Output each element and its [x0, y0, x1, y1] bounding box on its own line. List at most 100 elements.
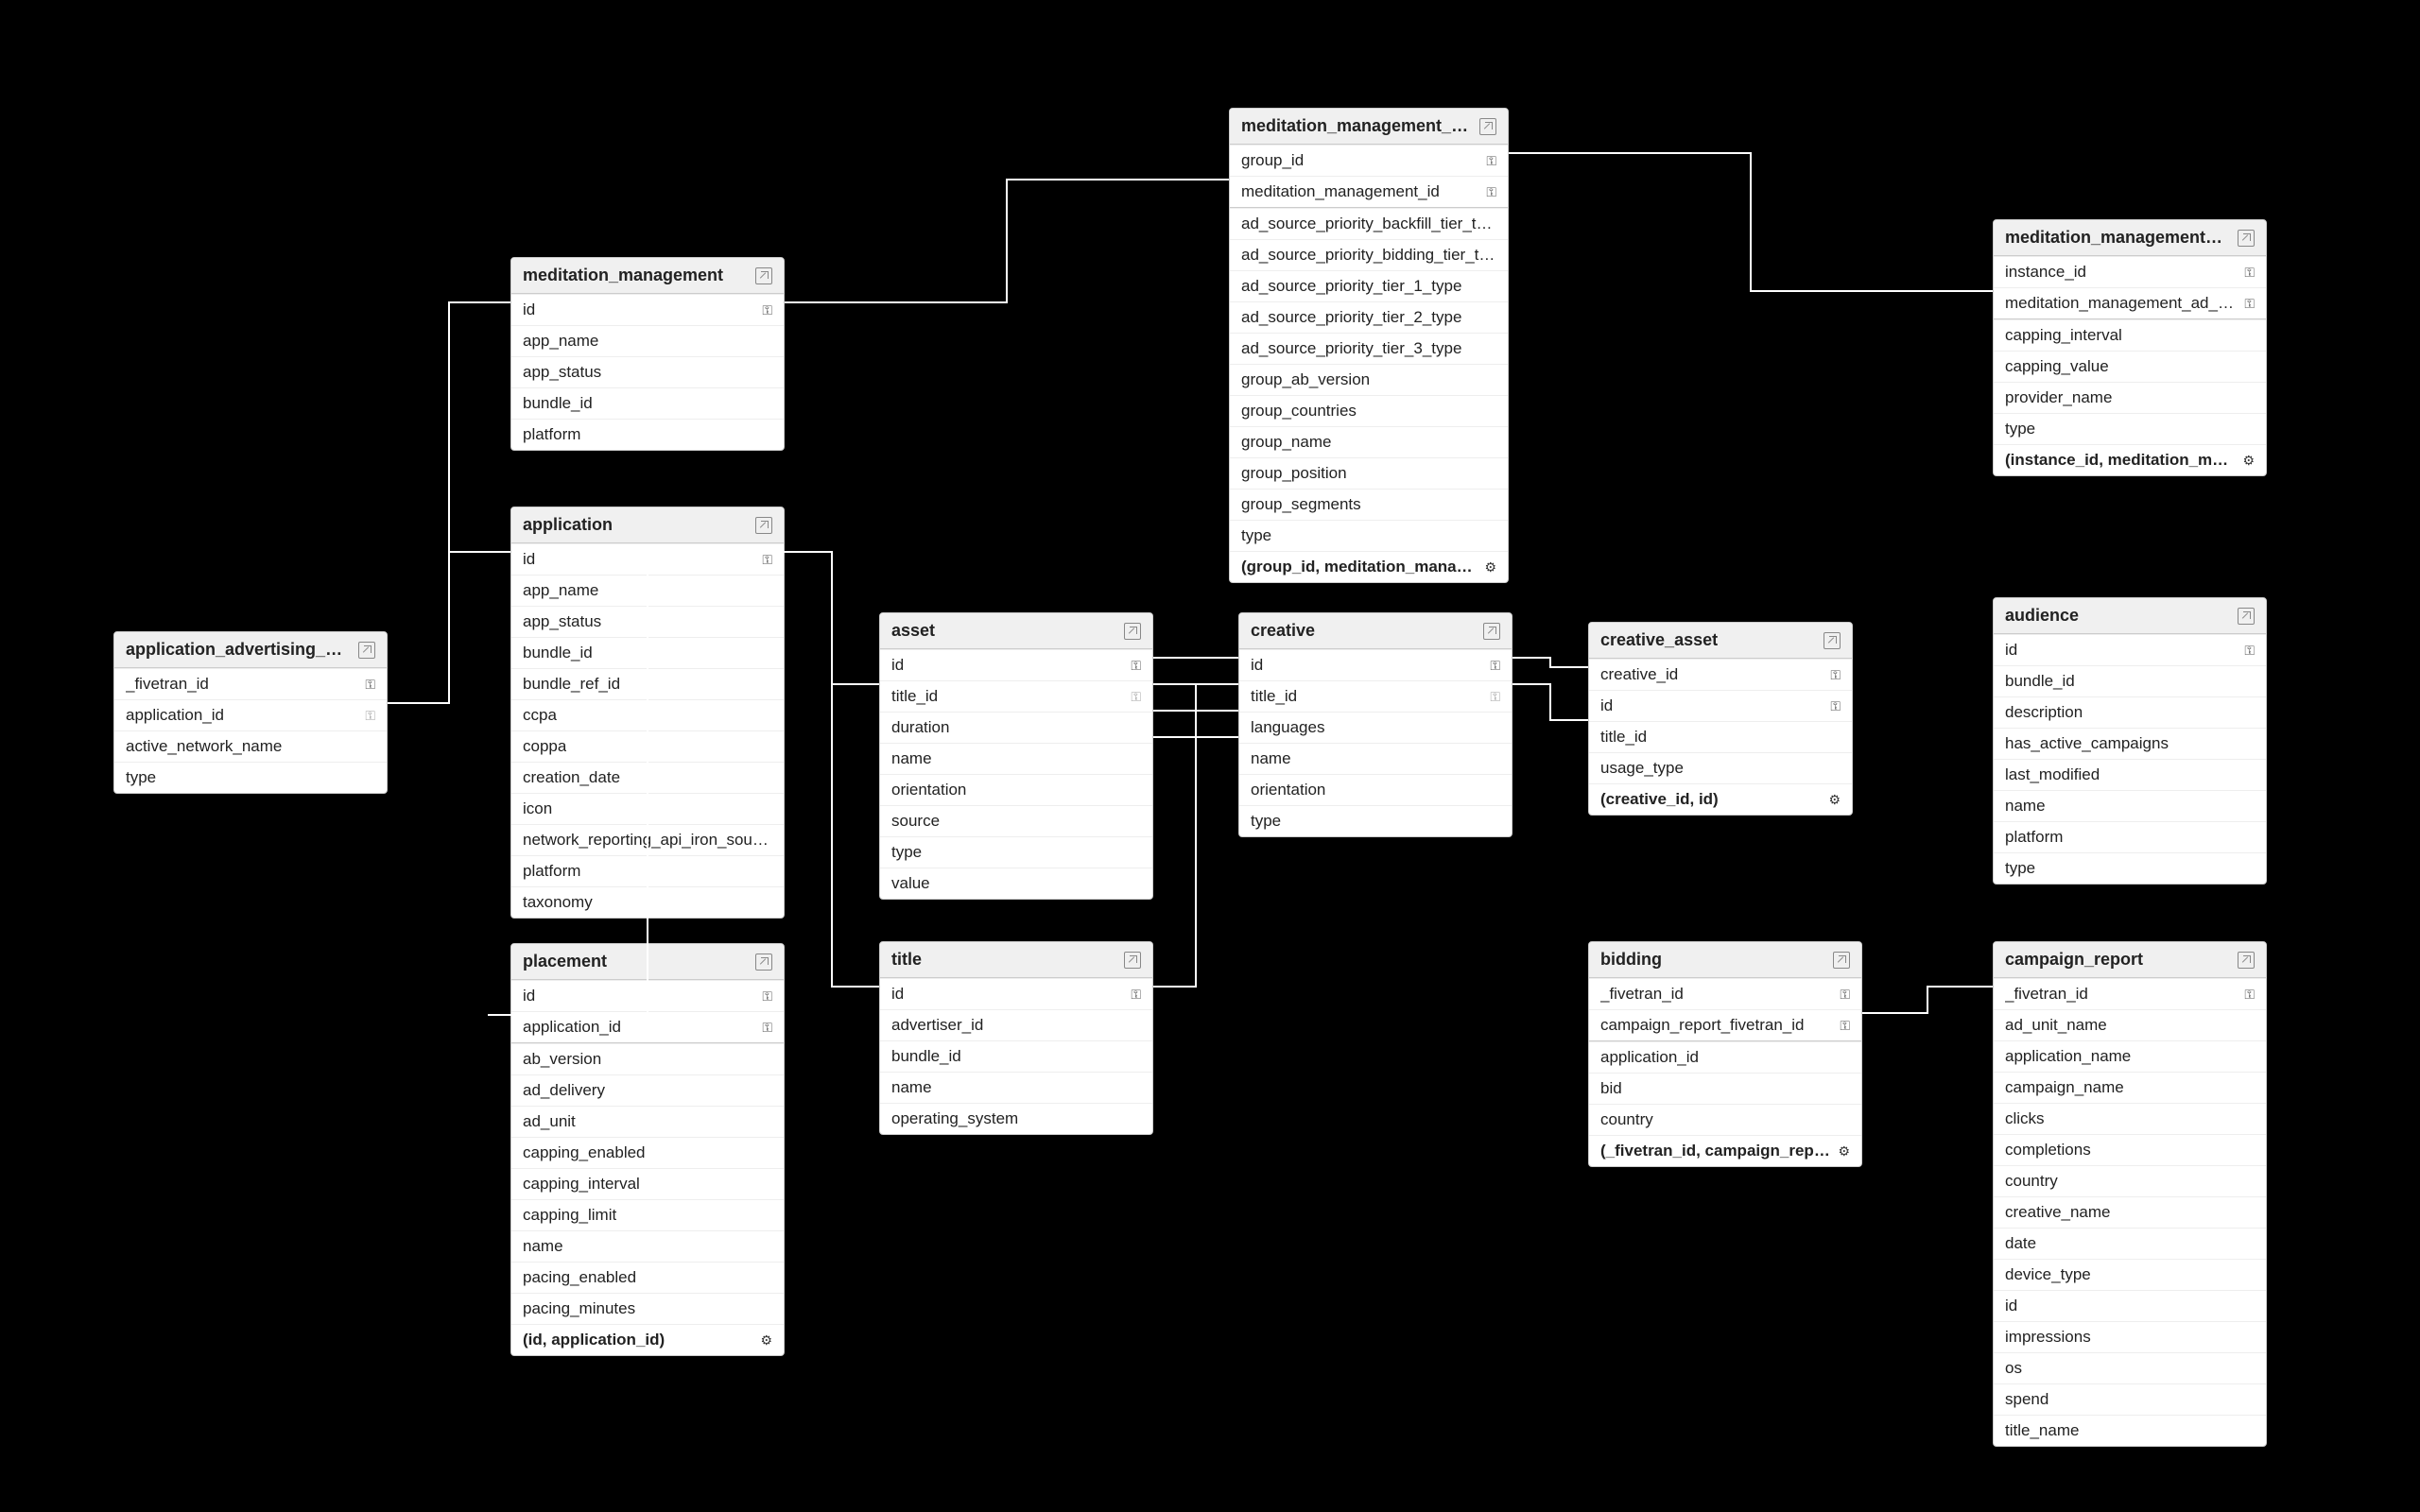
table-title: application	[523, 515, 613, 535]
table-audience[interactable]: audienceid⚿bundle_iddescriptionhas_activ…	[1993, 597, 2267, 885]
column-name: date	[2005, 1234, 2036, 1253]
table-header[interactable]: meditation_management_ad_unit_rew…	[1994, 220, 2266, 256]
column-name: type	[1241, 526, 1271, 545]
table-row: bid	[1589, 1073, 1861, 1104]
column-name: campaign_name	[2005, 1078, 2124, 1097]
table-header[interactable]: asset	[880, 613, 1152, 649]
table-row: clicks	[1994, 1103, 2266, 1134]
column-name: completions	[2005, 1141, 2091, 1160]
table-row: group_segments	[1230, 489, 1508, 520]
column-name: advertiser_id	[891, 1016, 983, 1035]
external-link-icon[interactable]	[1824, 632, 1841, 649]
edge	[1153, 684, 1238, 987]
table-row: ab_version	[511, 1043, 784, 1074]
column-name: id	[523, 550, 535, 569]
column-name: bundle_id	[2005, 672, 2075, 691]
primary-key-icon: ⚿	[1830, 667, 1841, 683]
table-header[interactable]: title	[880, 942, 1152, 978]
table-header[interactable]: application_advertising_unit	[114, 632, 387, 668]
column-name: capping_limit	[523, 1206, 616, 1225]
table-row: instance_id⚿	[1994, 256, 2266, 287]
table-row: bundle_id	[880, 1040, 1152, 1072]
table-row: spend	[1994, 1383, 2266, 1415]
external-link-icon[interactable]	[1479, 118, 1496, 135]
table-header[interactable]: application	[511, 507, 784, 543]
table-header[interactable]: meditation_management	[511, 258, 784, 294]
table-meditation_management[interactable]: meditation_managementid⚿app_nameapp_stat…	[510, 257, 785, 451]
table-meditation_management_ad_unit_rew[interactable]: meditation_management_ad_unit_rew…instan…	[1993, 219, 2267, 476]
table-row: ad_unit	[511, 1106, 784, 1137]
column-name: title_id	[891, 687, 938, 706]
table-bidding[interactable]: bidding_fivetran_id⚿campaign_report_five…	[1588, 941, 1862, 1167]
column-name: capping_value	[2005, 357, 2109, 376]
primary-key-icon: ⚿	[762, 988, 772, 1005]
column-name: app_status	[523, 612, 601, 631]
column-name: (id, application_id)	[523, 1331, 665, 1349]
external-link-icon[interactable]	[2238, 952, 2255, 969]
table-header[interactable]: bidding	[1589, 942, 1861, 978]
column-name: capping_interval	[2005, 326, 2122, 345]
column-name: icon	[523, 799, 552, 818]
column-name: id	[523, 987, 535, 1005]
column-name: ad_unit	[523, 1112, 576, 1131]
column-name: app_name	[523, 581, 598, 600]
table-meditation_management_ad_unit[interactable]: meditation_management_ad_unitgroup_id⚿me…	[1229, 108, 1509, 583]
table-header[interactable]: placement	[511, 944, 784, 980]
external-link-icon[interactable]	[2238, 608, 2255, 625]
table-row: source	[880, 805, 1152, 836]
edge	[1509, 153, 1993, 291]
column-name: network_reporting_api_iron_source	[523, 831, 772, 850]
external-link-icon[interactable]	[1124, 952, 1141, 969]
table-row: application_name	[1994, 1040, 2266, 1072]
table-row: type	[114, 762, 387, 793]
table-row: ad_source_priority_tier_2_type	[1230, 301, 1508, 333]
primary-key-icon: ⚿	[1840, 987, 1850, 1003]
table-row: device_type	[1994, 1259, 2266, 1290]
table-header[interactable]: audience	[1994, 598, 2266, 634]
column-name: bundle_id	[523, 394, 593, 413]
table-row: name	[880, 1072, 1152, 1103]
table-row: (_fivetran_id, campaign_report_fivetran……	[1589, 1135, 1861, 1166]
table-row: completions	[1994, 1134, 2266, 1165]
table-header[interactable]: meditation_management_ad_unit	[1230, 109, 1508, 145]
table-row: duration	[880, 712, 1152, 743]
table-creative[interactable]: creativeid⚿title_id⚿languagesnameorienta…	[1238, 612, 1512, 837]
primary-key-icon: ⚿	[762, 552, 772, 568]
table-row: title_id⚿	[1239, 680, 1512, 712]
external-link-icon[interactable]	[2238, 230, 2255, 247]
table-application[interactable]: applicationid⚿app_nameapp_statusbundle_i…	[510, 507, 785, 919]
table-header[interactable]: creative	[1239, 613, 1512, 649]
table-row: type	[1239, 805, 1512, 836]
table-row: title_id	[1589, 721, 1852, 752]
external-link-icon[interactable]	[1124, 623, 1141, 640]
external-link-icon[interactable]	[755, 517, 772, 534]
table-row: group_name	[1230, 426, 1508, 457]
table-application_advertising_unit[interactable]: application_advertising_unit_fivetran_id…	[113, 631, 388, 794]
external-link-icon[interactable]	[1833, 952, 1850, 969]
table-placement[interactable]: placementid⚿application_id⚿ab_versionad_…	[510, 943, 785, 1356]
external-link-icon[interactable]	[1483, 623, 1500, 640]
table-campaign_report[interactable]: campaign_report_fivetran_id⚿ad_unit_name…	[1993, 941, 2267, 1447]
table-asset[interactable]: assetid⚿title_id⚿durationnameorientation…	[879, 612, 1153, 900]
table-title[interactable]: titleid⚿advertiser_idbundle_idnameoperat…	[879, 941, 1153, 1135]
column-name: group_ab_version	[1241, 370, 1370, 389]
column-name: orientation	[891, 781, 966, 799]
primary-key-icon: ⚿	[762, 1020, 772, 1036]
table-title: meditation_management	[523, 266, 723, 285]
table-row: (group_id, meditation_management_id)⚙	[1230, 551, 1508, 582]
table-header[interactable]: campaign_report	[1994, 942, 2266, 978]
table-title: meditation_management_ad_unit_rew…	[2005, 228, 2230, 248]
table-row: ad_source_priority_bidding_tier_type	[1230, 239, 1508, 270]
table-row: application_id⚿	[114, 699, 387, 730]
external-link-icon[interactable]	[755, 267, 772, 284]
external-link-icon[interactable]	[755, 954, 772, 971]
column-name: creative_name	[2005, 1203, 2111, 1222]
external-link-icon[interactable]	[358, 642, 375, 659]
table-row: _fivetran_id⚿	[114, 668, 387, 699]
table-header[interactable]: creative_asset	[1589, 623, 1852, 659]
composite-key-icon: ⚙	[1484, 559, 1496, 576]
column-name: type	[1251, 812, 1281, 831]
table-creative_asset[interactable]: creative_assetcreative_id⚿id⚿title_idusa…	[1588, 622, 1853, 816]
table-row: _fivetran_id⚿	[1589, 978, 1861, 1009]
table-title: creative_asset	[1600, 630, 1718, 650]
